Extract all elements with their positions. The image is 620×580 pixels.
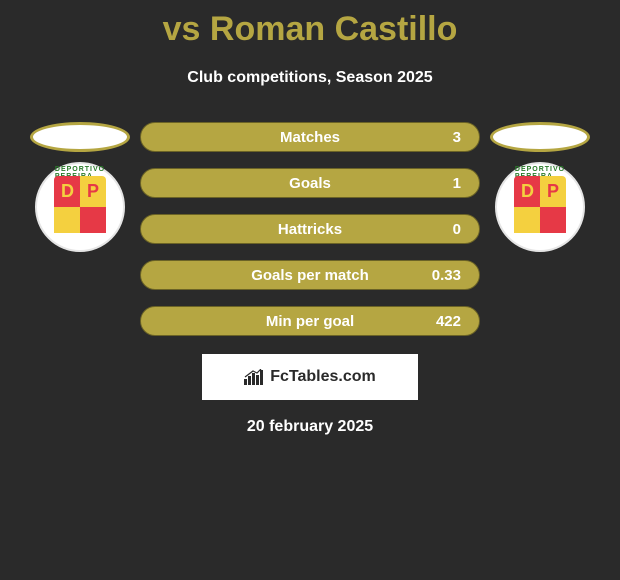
player-left-column: DEPORTIVO PEREIRA D P xyxy=(20,122,140,252)
stat-label: Min per goal xyxy=(266,313,354,330)
stat-row-goals: Goals 1 xyxy=(140,168,480,198)
stat-value-right: 3 xyxy=(453,129,461,146)
stat-value-right: 0 xyxy=(453,221,461,238)
stat-row-min-per-goal: Min per goal 422 xyxy=(140,306,480,336)
team-logo-circle: DEPORTIVO PEREIRA D P xyxy=(35,162,125,252)
stats-column: Matches 3 Goals 1 Hattricks 0 Goals per … xyxy=(140,122,480,336)
team-logo-circle: DEPORTIVO PEREIRA D P xyxy=(495,162,585,252)
shield-letter-p: P xyxy=(547,181,559,202)
stat-row-goals-per-match: Goals per match 0.33 xyxy=(140,260,480,290)
shield-letter-p: P xyxy=(87,181,99,202)
team-logo-left: DEPORTIVO PEREIRA D P xyxy=(35,162,125,252)
stat-row-matches: Matches 3 xyxy=(140,122,480,152)
stat-value-right: 422 xyxy=(436,313,461,330)
shield-letter-d: D xyxy=(61,181,74,202)
player-right-column: DEPORTIVO PEREIRA D P xyxy=(480,122,600,252)
stat-label: Goals per match xyxy=(251,267,369,284)
team-shield-icon: D P xyxy=(514,176,566,238)
team-logo-right: DEPORTIVO PEREIRA D P xyxy=(495,162,585,252)
subtitle: Club competitions, Season 2025 xyxy=(0,69,620,87)
player-right-photo-placeholder xyxy=(490,122,590,152)
watermark-badge: FcTables.com xyxy=(202,354,418,400)
page-title: vs Roman Castillo xyxy=(0,0,620,49)
watermark-text: FcTables.com xyxy=(270,368,376,386)
player-left-photo-placeholder xyxy=(30,122,130,152)
stat-value-right: 1 xyxy=(453,175,461,192)
footer-date: 20 february 2025 xyxy=(0,418,620,436)
stat-value-right: 0.33 xyxy=(432,267,461,284)
stat-row-hattricks: Hattricks 0 xyxy=(140,214,480,244)
main-comparison: DEPORTIVO PEREIRA D P Matches 3 Goals 1 … xyxy=(0,122,620,336)
stat-label: Hattricks xyxy=(278,221,342,238)
shield-letter-d: D xyxy=(521,181,534,202)
team-shield-icon: D P xyxy=(54,176,106,238)
chart-icon xyxy=(244,369,264,385)
stat-label: Matches xyxy=(280,129,340,146)
stat-label: Goals xyxy=(289,175,331,192)
